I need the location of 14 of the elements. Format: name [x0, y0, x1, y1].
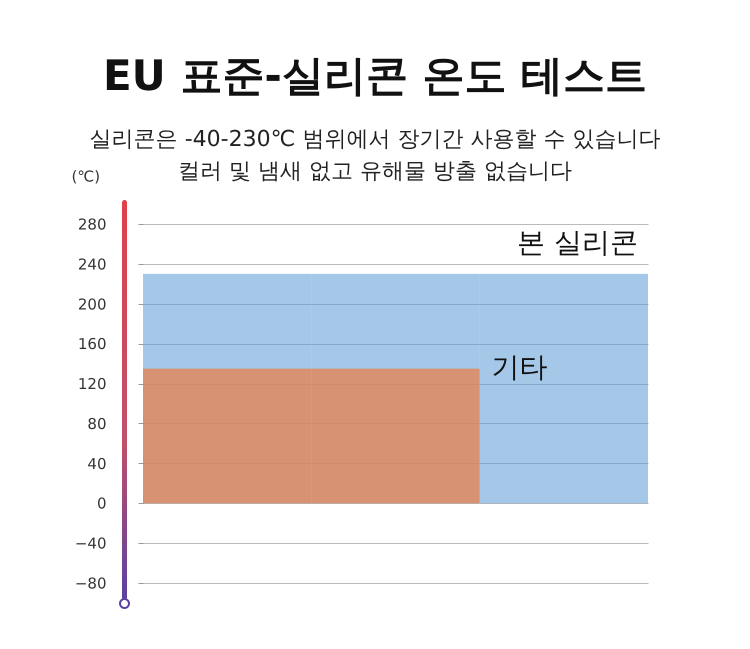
series-label: 기타	[492, 350, 548, 384]
y-tick-label: 40	[87, 454, 106, 473]
y-tick-label: 240	[78, 255, 106, 274]
y-tick-label: −80	[74, 574, 106, 592]
series-label: 본 실리콘	[517, 226, 638, 259]
y-tick-label: 0	[96, 494, 106, 513]
y-tick-label: 200	[78, 295, 106, 314]
y-axis-title: (℃)	[72, 168, 100, 186]
y-tick-label: 160	[78, 335, 106, 354]
y-tick-label: 120	[78, 375, 106, 394]
y-tick-label: 80	[87, 414, 106, 433]
chart-title: EU 표준-실리콘 온도 테스트	[102, 50, 648, 102]
y-tick-label: −40	[74, 534, 106, 553]
y-tick-label: 280	[78, 216, 106, 234]
